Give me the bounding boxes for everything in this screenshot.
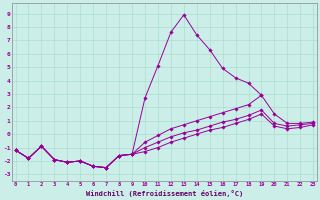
X-axis label: Windchill (Refroidissement éolien,°C): Windchill (Refroidissement éolien,°C) — [86, 190, 243, 197]
